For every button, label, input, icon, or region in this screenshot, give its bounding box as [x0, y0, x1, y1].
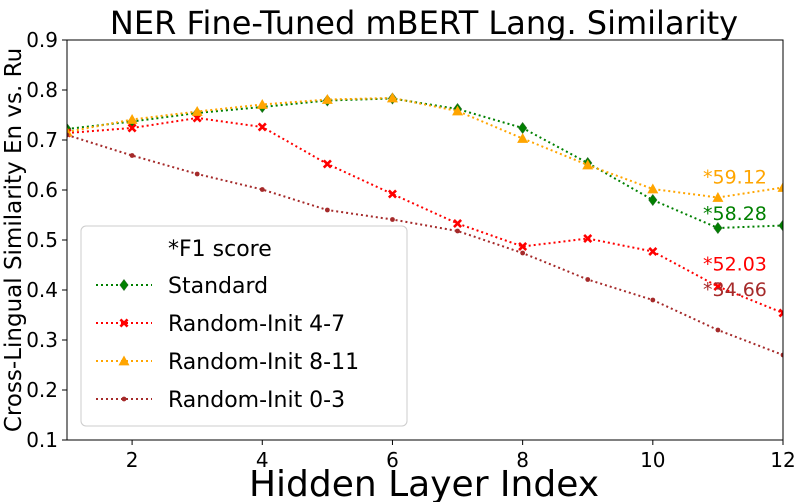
y-tick-label: 0.2 [26, 378, 58, 402]
legend: *F1 score Standard Random-Init 4-7 Random-I… [80, 225, 408, 427]
data-point [259, 187, 265, 192]
data-point [194, 171, 200, 177]
legend-marker [121, 396, 127, 402]
data-point [324, 207, 330, 213]
data-point [386, 92, 398, 103]
series-random-init-0-3 [67, 132, 783, 358]
data-point [713, 282, 723, 291]
series-annotation: *34.66 [703, 279, 767, 301]
x-tick-label: 10 [640, 448, 665, 472]
legend-label: Random-Init 4-7 [168, 312, 345, 337]
data-point [453, 219, 463, 228]
legend-item: Random-Init 4-7 [96, 312, 345, 337]
data-point [518, 242, 528, 251]
legend-item: Standard [96, 274, 268, 299]
y-tick-label: 0.7 [26, 128, 58, 152]
series-random-init-8-11 [67, 92, 783, 202]
chart-title: NER Fine-Tuned mBERT Lang. Similarity [110, 4, 738, 42]
y-tick-label: 0.4 [26, 278, 58, 302]
x-tick-label: 4 [256, 448, 269, 472]
data-point [322, 159, 332, 169]
data-point [582, 159, 594, 170]
series-annotation: *52.03 [703, 254, 767, 276]
legend-item: Random-Init 8-11 [96, 350, 359, 375]
y-tick-label: 0.6 [26, 178, 58, 202]
data-point [518, 122, 528, 134]
data-point [648, 247, 658, 256]
data-point [387, 189, 397, 199]
data-point [712, 192, 724, 202]
data-point [713, 222, 723, 234]
series-layer [67, 92, 783, 358]
data-point [778, 308, 783, 318]
data-point [517, 133, 529, 143]
x-tick-label: 6 [386, 448, 399, 472]
y-axis-label: Cross-Lingual Similarity En vs. Ru [1, 48, 27, 432]
y-tick-label: 0.3 [26, 328, 58, 352]
series-annotation: *58.28 [703, 203, 767, 225]
x-axis-label: Hidden Layer Index [249, 464, 599, 502]
series-line [67, 96, 783, 199]
data-point [67, 132, 70, 138]
data-point [126, 114, 138, 124]
data-point [585, 277, 591, 282]
plot-area: *58.28 *52.03 *59.12 *34.66 0.1 0.2 0.3 0.4 0.5 0… [26, 28, 796, 472]
data-point [256, 99, 268, 109]
data-point [650, 297, 656, 303]
data-point [520, 250, 526, 256]
y-tick-label: 0.5 [26, 228, 58, 252]
x-tick-label: 8 [516, 448, 529, 472]
data-point [321, 94, 333, 104]
data-point [127, 123, 137, 133]
data-point [648, 194, 658, 206]
legend-label: Random-Init 8-11 [168, 350, 359, 375]
data-point [778, 219, 783, 232]
series-line [67, 116, 783, 314]
data-point [583, 234, 593, 243]
series-line [67, 97, 783, 230]
data-point [452, 105, 464, 116]
data-point [191, 106, 203, 116]
legend-box [80, 225, 408, 427]
legend-label: Random-Init 0-3 [168, 388, 345, 413]
data-point [455, 228, 460, 234]
data-point [715, 327, 721, 333]
data-point [257, 122, 267, 132]
legend-item: Random-Init 0-3 [96, 388, 345, 413]
legend-title: *F1 score [168, 237, 272, 262]
y-tick-label: 0.8 [26, 78, 58, 102]
data-point [777, 182, 783, 192]
x-tick-label: 2 [126, 448, 139, 472]
y-tick-label: 0.1 [26, 428, 58, 452]
y-tick-label: 0.9 [26, 28, 58, 52]
data-point [129, 153, 135, 158]
series-annotation: *59.12 [703, 167, 767, 189]
data-point [780, 352, 783, 358]
legend-label: Standard [168, 274, 268, 299]
data-point [647, 183, 659, 194]
data-point [390, 217, 395, 222]
legend-marker [119, 318, 129, 328]
legend-marker [119, 279, 129, 291]
x-tick-label: 12 [770, 448, 795, 472]
legend-marker [118, 355, 130, 366]
